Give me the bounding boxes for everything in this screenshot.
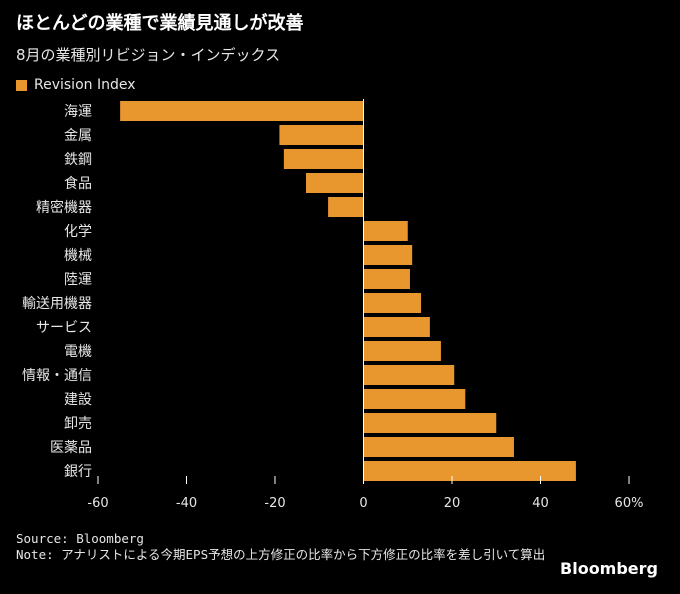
- category-label: 情報・通信: [22, 368, 92, 384]
- bar: [363, 461, 576, 481]
- method-note: Note: アナリストによる今期EPS予想の上方修正の比率から下方修正の比率を差…: [16, 547, 546, 562]
- x-tick-label: -60: [87, 496, 108, 511]
- chart-subtitle: 8月の業種別リビジョン・インデックス: [16, 46, 281, 64]
- bar: [363, 413, 497, 433]
- category-label: 食品: [64, 175, 92, 192]
- category-label: 機械: [64, 248, 92, 264]
- chart-title: ほとんどの業種で業績見通しが改善: [16, 13, 304, 34]
- bar: [363, 389, 466, 409]
- bar: [328, 197, 364, 217]
- category-label: 医薬品: [50, 440, 92, 456]
- x-tick-label: 20: [444, 496, 461, 511]
- bar: [363, 365, 455, 385]
- bar: [363, 317, 430, 337]
- bar: [363, 341, 441, 361]
- source-note: Source: Bloomberg: [16, 531, 144, 546]
- category-label: 銀行: [64, 464, 92, 480]
- bar: [363, 293, 422, 313]
- bar: [363, 437, 514, 457]
- bloomberg-logo: Bloomberg: [560, 559, 658, 578]
- bar: [279, 125, 364, 145]
- category-label: 化学: [64, 224, 92, 240]
- bar: [305, 173, 364, 193]
- legend: Revision Index: [16, 77, 136, 93]
- x-tick-label: -20: [264, 496, 285, 511]
- category-label: 精密機器: [36, 199, 92, 216]
- x-tick-label: 40: [532, 496, 549, 511]
- bar: [363, 269, 410, 289]
- category-label: 鉄鋼: [64, 152, 92, 168]
- category-label: 金属: [64, 128, 92, 144]
- footer-notes: Source: Bloomberg Note: アナリストによる今期EPS予想の…: [16, 531, 576, 563]
- x-tick-label: -40: [176, 496, 197, 511]
- bar: [120, 101, 364, 121]
- category-label: サービス: [36, 320, 92, 336]
- bar: [363, 245, 413, 265]
- legend-label: Revision Index: [34, 77, 136, 93]
- bar: [283, 149, 364, 169]
- bar: [363, 221, 408, 241]
- category-label: 輸送用機器: [22, 296, 92, 312]
- category-label: 海運: [64, 104, 92, 120]
- x-tick-label: 0: [359, 496, 367, 511]
- legend-swatch: [16, 79, 27, 91]
- category-label: 建設: [64, 392, 92, 408]
- category-label: 卸売: [64, 416, 92, 432]
- x-tick-label: 60%: [615, 496, 644, 511]
- category-label: 電機: [64, 344, 92, 360]
- category-label: 陸運: [64, 272, 92, 288]
